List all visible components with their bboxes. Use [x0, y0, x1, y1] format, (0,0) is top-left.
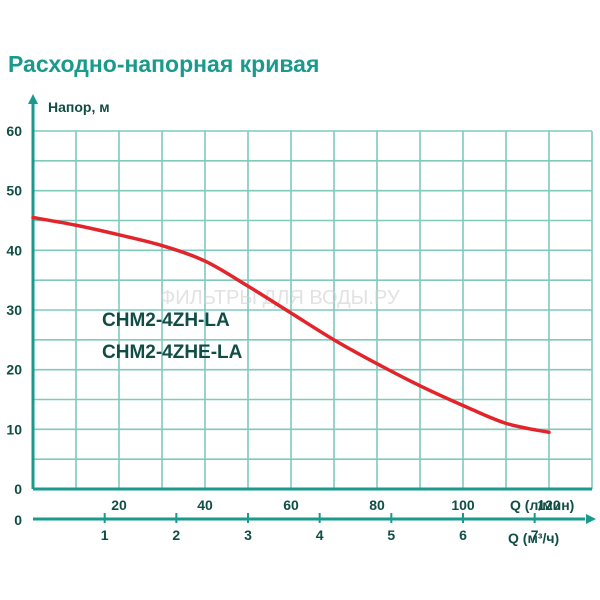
- x-tick-label-lmin: 40: [197, 497, 213, 513]
- pump-curve-point: [33, 217, 34, 218]
- x-tick-label-m3h: 1: [101, 527, 109, 543]
- pump-curve-point: [162, 245, 163, 246]
- model-label-2: CHM2-4ZHE-LA: [102, 342, 243, 363]
- x-tick-label-m3h: 2: [172, 527, 180, 543]
- watermark: ФИЛЬТРЫ ДЛЯ ВОДЫ.РУ: [160, 287, 400, 309]
- x-tick-label-lmin: 120: [537, 497, 561, 513]
- x-tick-label-lmin: 60: [283, 497, 299, 513]
- x-tick-label-lmin: 80: [369, 497, 385, 513]
- pump-curve-point: [248, 286, 249, 287]
- pump-curve-point: [119, 234, 120, 235]
- y-tick-label: 0: [14, 481, 22, 497]
- x-tick-label-m3h: 3: [244, 527, 252, 543]
- y-tick-label: 40: [6, 242, 22, 258]
- pump-curve-point: [463, 405, 464, 406]
- pump-curve-point: [291, 312, 292, 313]
- pump-curve-point: [76, 225, 77, 226]
- x-axis-label-lmin: Q (л/мин): [510, 497, 574, 513]
- y-tick-label: 50: [6, 183, 22, 199]
- y-tick-label: 30: [6, 302, 22, 318]
- model-label-1: CHM2-4ZH-LA: [102, 310, 230, 331]
- y-axis-arrow: [28, 94, 38, 104]
- y-tick-label: 60: [6, 123, 22, 139]
- x-tick-label-m3h: 5: [387, 527, 395, 543]
- x-axis-label-m3h: Q (м³/ч): [508, 530, 559, 546]
- pump-curve-point: [205, 261, 206, 262]
- pump-curve-point: [549, 432, 550, 433]
- pump-curve-line: [31, 215, 551, 435]
- grid-layer: [33, 130, 593, 489]
- pump-curve-point: [420, 385, 421, 386]
- y-tick-label: 20: [6, 362, 22, 378]
- x-tick-label-lmin: 20: [111, 497, 127, 513]
- y-axis-label: Напор, м: [48, 99, 110, 115]
- series-layer: [31, 215, 551, 435]
- x-tick-label-m3h: 4: [316, 527, 324, 543]
- x-tick-label-lmin: 100: [451, 497, 475, 513]
- axes-layer: 0 10 20 30 40 50 60 20 40 60 80 100 120 0 1 2 3 4 5 6 7: [6, 94, 596, 543]
- x-tick-label-m3h: 7: [531, 527, 539, 543]
- pump-curve-point: [334, 339, 335, 340]
- chart-title: Расходно-напорная кривая: [8, 51, 319, 77]
- y-tick-label: 10: [6, 421, 22, 437]
- x-tick-label-m3h: 6: [459, 527, 467, 543]
- pump-curve-point: [506, 423, 507, 424]
- pump-curve-point: [377, 363, 378, 364]
- x-tick-label-m3h: 0: [14, 512, 22, 528]
- secondary-axis-arrow: [586, 514, 596, 524]
